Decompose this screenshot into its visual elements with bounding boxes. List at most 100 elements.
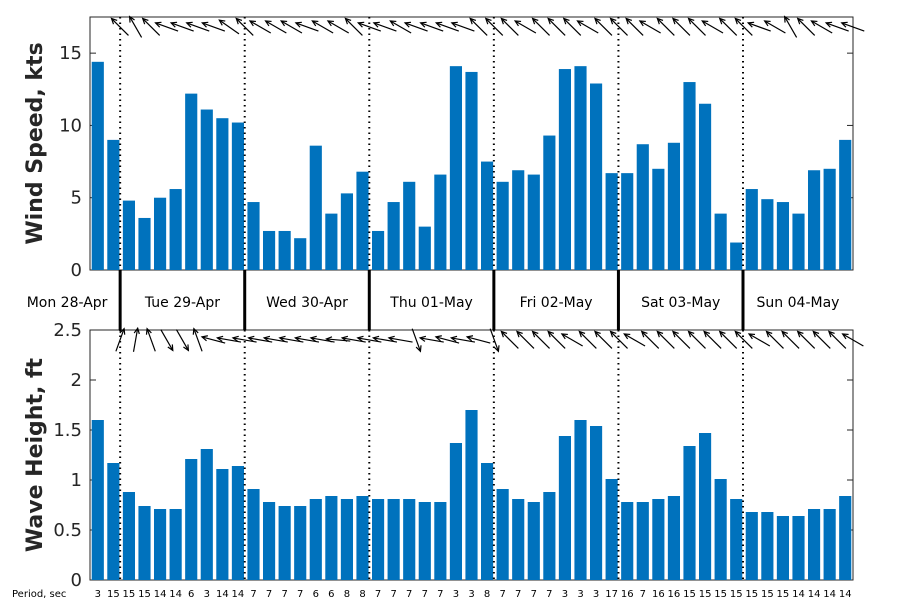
direction-arrowhead	[371, 335, 380, 342]
period-label: 3	[577, 589, 583, 600]
bar	[356, 496, 369, 580]
bar	[527, 174, 540, 270]
direction-arrowhead	[547, 330, 555, 338]
direction-arrowhead	[201, 21, 209, 28]
period-label: 8	[484, 589, 490, 600]
bar	[387, 499, 400, 580]
bar	[309, 499, 322, 580]
bar	[776, 202, 790, 270]
period-label: 6	[188, 589, 194, 600]
direction-arrowhead	[372, 21, 380, 28]
direction-arrow	[625, 18, 644, 36]
direction-arrow	[186, 22, 210, 32]
direction-arrowhead	[763, 20, 771, 27]
direction-arrowhead	[560, 333, 568, 340]
bar	[745, 189, 758, 270]
bar	[574, 420, 587, 580]
direction-arrow	[193, 328, 203, 352]
direction-arrow	[672, 18, 691, 36]
direction-arrowhead	[185, 21, 193, 28]
bar	[356, 171, 369, 270]
period-label: 3	[204, 589, 210, 600]
bar	[807, 170, 821, 270]
direction-arrow	[701, 20, 724, 34]
direction-arrowhead	[656, 330, 664, 338]
y-axis-label: Wind Speed, kts	[23, 42, 48, 244]
direction-arrow	[811, 20, 833, 34]
direction-arrow	[594, 331, 613, 349]
period-label: 6	[313, 589, 319, 600]
direction-arrowhead	[718, 17, 726, 25]
direction-arrow	[703, 331, 722, 349]
period-label: 8	[359, 589, 365, 600]
period-label: 14	[839, 589, 852, 600]
bar	[278, 230, 291, 270]
direction-arrow	[610, 18, 628, 36]
direction-arrow	[170, 22, 194, 32]
direction-arrow	[547, 331, 566, 349]
bar	[652, 499, 665, 580]
direction-arrowhead	[594, 17, 601, 25]
direction-arrowhead	[434, 21, 443, 28]
bar	[294, 506, 307, 580]
direction-arrow	[420, 22, 444, 32]
direction-arrowhead	[796, 330, 804, 338]
bar	[698, 433, 712, 580]
direction-arrowhead	[701, 20, 709, 27]
bar	[730, 499, 743, 580]
y-tick-label: 2.5	[53, 320, 82, 341]
bar	[309, 145, 322, 270]
bar	[418, 502, 431, 580]
period-label: 7	[297, 589, 303, 600]
direction-arrow	[547, 18, 566, 36]
direction-arrowhead	[671, 330, 679, 338]
direction-arrow	[641, 331, 660, 349]
direction-arrow	[500, 331, 519, 349]
bar	[371, 230, 385, 270]
direction-arrowhead	[264, 20, 272, 27]
direction-arrow	[411, 328, 421, 352]
direction-arrow	[828, 331, 847, 349]
direction-arrow	[175, 329, 189, 351]
direction-arrowhead	[783, 15, 790, 23]
direction-arrowhead	[810, 20, 818, 27]
direction-arrowhead	[340, 335, 349, 342]
bar	[807, 509, 821, 580]
direction-arrow	[373, 22, 397, 32]
bar	[185, 459, 198, 580]
direction-arrowhead	[419, 21, 427, 28]
period-label: 15	[745, 589, 758, 600]
period-label: 17	[605, 589, 618, 600]
direction-arrowhead	[840, 21, 848, 28]
direction-arrow	[734, 331, 753, 349]
bar	[262, 502, 276, 580]
bar	[216, 118, 229, 270]
direction-arrowhead	[671, 17, 679, 25]
direction-arrowhead	[576, 20, 584, 27]
direction-arrow	[764, 20, 786, 34]
direction-arrowhead	[594, 330, 601, 338]
bar	[605, 173, 618, 270]
bar	[823, 509, 836, 580]
direction-arrow	[404, 22, 428, 32]
bar	[496, 489, 509, 580]
direction-arrowhead	[531, 17, 539, 25]
bar	[761, 199, 774, 270]
bar	[636, 502, 649, 580]
period-label: 14	[232, 589, 245, 600]
direction-arrow	[142, 18, 161, 36]
direction-arrowhead	[747, 333, 756, 340]
direction-arrowhead	[200, 335, 208, 342]
direction-arrowhead	[484, 17, 492, 25]
y-tick-label: 15	[59, 43, 82, 64]
direction-arrowhead	[309, 335, 317, 342]
direction-arrowhead	[231, 335, 239, 342]
bar	[200, 109, 213, 270]
direction-arrowhead	[812, 330, 820, 338]
direction-arrow	[249, 20, 272, 34]
direction-arrowhead	[531, 330, 539, 338]
direction-arrow	[561, 333, 583, 347]
day-label: Wed 30-Apr	[266, 295, 348, 311]
direction-arrowhead	[192, 327, 199, 335]
y-tick-label: 1.5	[53, 420, 82, 441]
